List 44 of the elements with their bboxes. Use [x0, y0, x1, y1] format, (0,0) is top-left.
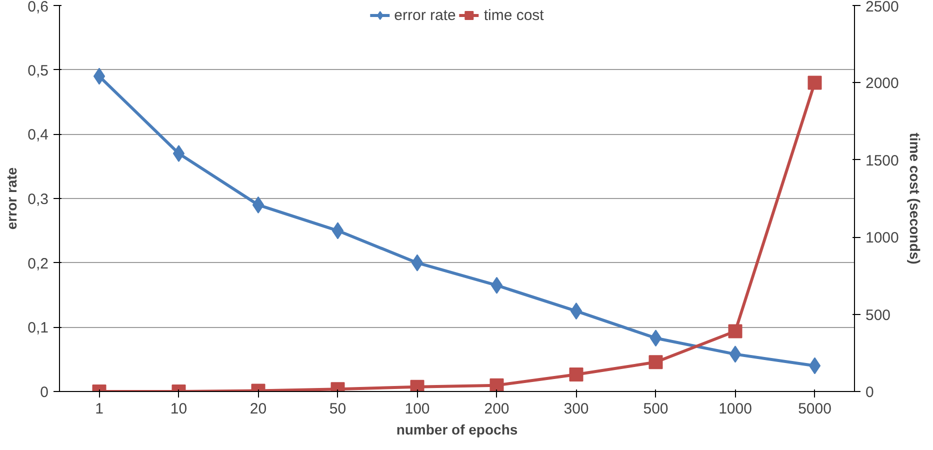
y-tick-label: 0 — [40, 384, 48, 401]
y-tick-label: 0,2 — [28, 255, 49, 272]
x-tick-label: 50 — [329, 400, 346, 418]
y-tick-label: 0,1 — [28, 320, 49, 337]
point — [93, 68, 106, 85]
point — [728, 324, 742, 338]
point — [252, 196, 264, 214]
point — [808, 76, 822, 90]
x-tick-label: 300 — [564, 400, 589, 418]
y-tick-label: 0,5 — [28, 62, 49, 80]
point — [729, 346, 742, 363]
x-tick-label: 500 — [643, 400, 668, 418]
point — [808, 357, 821, 374]
y2-tick-label: 2500 — [866, 0, 899, 16]
x-tick-label: 20 — [250, 400, 267, 418]
y2-tick-label: 1000 — [866, 230, 899, 247]
y-axis-title: error rate — [4, 167, 20, 230]
point — [332, 222, 344, 240]
point — [490, 378, 504, 392]
point — [569, 368, 584, 382]
y2-axis-title: time cost (seconds) — [906, 132, 923, 264]
y2-tick-label: 500 — [866, 306, 891, 324]
x-tick-label: 100 — [404, 400, 430, 418]
point — [411, 254, 424, 272]
y-tick-label: 0,3 — [28, 191, 49, 208]
point — [650, 330, 662, 347]
point — [410, 380, 424, 392]
x-tick-label: 200 — [484, 400, 510, 418]
legend-label: error rate — [394, 6, 456, 24]
y2-tick-label: 2000 — [866, 75, 899, 92]
y2-tick-label: 0 — [866, 384, 874, 401]
x-tick-label: 1000 — [718, 400, 752, 418]
x-axis-title: number of epochs — [396, 422, 518, 438]
x-tick-label: 1 — [95, 400, 104, 418]
x-tick-label: 10 — [170, 400, 188, 418]
legend-label: time cost — [484, 6, 544, 24]
x-tick-label: 5000 — [798, 400, 832, 418]
point — [570, 302, 582, 320]
point — [648, 355, 663, 370]
point — [172, 144, 185, 162]
point — [490, 276, 503, 294]
y2-tick-label: 1500 — [866, 152, 899, 170]
y-tick-label: 0,6 — [28, 0, 49, 16]
y-tick-label: 0,4 — [28, 126, 49, 144]
